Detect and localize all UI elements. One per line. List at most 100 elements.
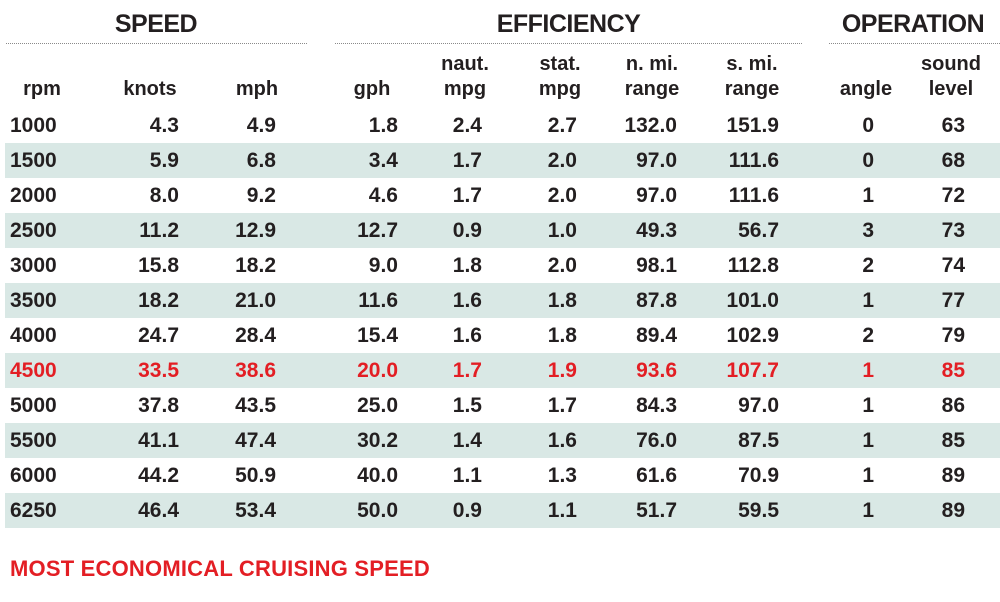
cell-knots: 4.3 [149, 114, 179, 137]
cell-naut-mpg: 1.4 [452, 429, 482, 452]
table-row: 5500 41.1 47.4 30.2 1.4 1.6 76.0 87.5 1 85 [0, 423, 1000, 458]
cell-n-mi-range: 51.7 [636, 499, 677, 522]
cell-naut-mpg: 1.8 [452, 254, 482, 277]
group-title-operation: OPERATION [841, 10, 985, 38]
cell-gph: 25.0 [357, 394, 398, 417]
cell-naut-mpg: 1.6 [452, 324, 482, 347]
cell-s-mi-range: 107.7 [726, 359, 779, 382]
column-header-line1: s. mi. [726, 53, 778, 75]
column-header-line2: mpg [443, 78, 487, 100]
cell-stat-mpg: 2.0 [547, 149, 577, 172]
cell-knots: 24.7 [138, 324, 179, 347]
table-row: 2500 11.2 12.9 12.7 0.9 1.0 49.3 56.7 3 73 [0, 213, 1000, 248]
cell-s-mi-range: 111.6 [728, 149, 779, 172]
group-title-speed: SPEED [114, 10, 198, 38]
table-row: 6000 44.2 50.9 40.0 1.1 1.3 61.6 70.9 1 89 [0, 458, 1000, 493]
cell-sound-level: 79 [941, 324, 965, 347]
cell-n-mi-range: 89.4 [636, 324, 677, 347]
column-header-n-mi-range: n. mi. range [602, 50, 702, 102]
cell-stat-mpg: 1.0 [547, 219, 577, 242]
column-header-naut-mpg: naut. mpg [415, 50, 515, 102]
cell-rpm: 6250 [10, 499, 57, 522]
cell-knots: 44.2 [138, 464, 179, 487]
column-header-line2: mpg [538, 78, 582, 100]
cell-s-mi-range: 112.8 [727, 254, 779, 277]
cell-sound-level: 74 [941, 254, 965, 277]
cell-gph: 1.8 [368, 114, 398, 137]
column-header-stat-mpg: stat. mpg [510, 50, 610, 102]
cell-s-mi-range: 111.6 [728, 184, 779, 207]
cell-mph: 9.2 [246, 184, 276, 207]
cell-mph: 53.4 [235, 499, 276, 522]
cell-knots: 41.1 [138, 429, 179, 452]
cell-mph: 28.4 [235, 324, 276, 347]
cell-sound-level: 73 [941, 219, 965, 242]
cell-sound-level: 85 [941, 429, 965, 452]
cell-n-mi-range: 87.8 [636, 289, 677, 312]
cell-s-mi-range: 87.5 [738, 429, 779, 452]
cell-angle: 1 [862, 184, 874, 207]
cell-stat-mpg: 1.7 [547, 394, 577, 417]
cell-mph: 47.4 [235, 429, 276, 452]
cell-rpm: 3000 [10, 254, 57, 277]
cell-mph: 21.0 [235, 289, 276, 312]
cell-sound-level: 85 [941, 359, 965, 382]
performance-table-body: 1000 4.3 4.9 1.8 2.4 2.7 132.0 151.9 0 63 1500 5.9 6… [0, 108, 1000, 528]
column-header-s-mi-range: s. mi. range [702, 50, 802, 102]
cell-stat-mpg: 1.6 [547, 429, 577, 452]
column-header-knots: knots [100, 50, 200, 102]
cell-n-mi-range: 97.0 [636, 184, 677, 207]
cell-gph: 12.7 [357, 219, 398, 242]
cell-mph: 38.6 [235, 359, 276, 382]
cell-s-mi-range: 97.0 [738, 394, 779, 417]
cell-n-mi-range: 132.0 [624, 114, 677, 137]
column-header-line1: stat. [539, 53, 581, 75]
group-divider-operation [829, 43, 1000, 44]
cell-mph: 4.9 [246, 114, 276, 137]
cell-rpm: 4500 [10, 359, 57, 382]
cell-knots: 46.4 [138, 499, 179, 522]
cell-s-mi-range: 151.9 [726, 114, 779, 137]
column-header-line2: knots [123, 78, 177, 100]
group-title-efficiency: EFFICIENCY [496, 10, 641, 38]
cell-angle: 1 [862, 429, 874, 452]
cell-sound-level: 89 [941, 499, 965, 522]
cell-n-mi-range: 84.3 [636, 394, 677, 417]
cell-naut-mpg: 1.5 [452, 394, 482, 417]
cell-gph: 9.0 [368, 254, 398, 277]
cell-angle: 1 [862, 499, 874, 522]
column-header-line2: level [928, 78, 974, 100]
cell-gph: 40.0 [357, 464, 398, 487]
column-header-sound-level: sound level [901, 50, 1000, 102]
cell-rpm: 4000 [10, 324, 57, 347]
column-header-line2: rpm [23, 78, 61, 100]
cell-rpm: 6000 [10, 464, 57, 487]
cell-angle: 2 [862, 254, 874, 277]
cell-angle: 1 [862, 359, 874, 382]
cell-s-mi-range: 102.9 [726, 324, 779, 347]
cell-naut-mpg: 1.6 [452, 289, 482, 312]
cell-rpm: 1500 [10, 149, 57, 172]
cell-rpm: 2500 [10, 219, 57, 242]
cell-n-mi-range: 61.6 [636, 464, 677, 487]
cell-rpm: 1000 [10, 114, 57, 137]
cell-stat-mpg: 1.3 [547, 464, 577, 487]
cell-mph: 6.8 [246, 149, 276, 172]
cell-mph: 50.9 [235, 464, 276, 487]
cell-stat-mpg: 2.0 [547, 184, 577, 207]
table-row: 2000 8.0 9.2 4.6 1.7 2.0 97.0 111.6 1 72 [0, 178, 1000, 213]
cell-mph: 43.5 [235, 394, 276, 417]
column-header-line2: mph [235, 78, 279, 100]
cell-stat-mpg: 1.8 [547, 289, 577, 312]
cell-gph: 15.4 [357, 324, 398, 347]
cell-angle: 2 [862, 324, 874, 347]
cell-naut-mpg: 0.9 [452, 219, 482, 242]
cell-sound-level: 77 [941, 289, 965, 312]
cell-gph: 20.0 [357, 359, 398, 382]
table-row: 3000 15.8 18.2 9.0 1.8 2.0 98.1 112.8 2 74 [0, 248, 1000, 283]
cell-s-mi-range: 70.9 [738, 464, 779, 487]
cell-gph: 11.6 [358, 289, 398, 312]
cell-n-mi-range: 76.0 [636, 429, 677, 452]
cell-s-mi-range: 59.5 [738, 499, 779, 522]
cell-knots: 15.8 [138, 254, 179, 277]
